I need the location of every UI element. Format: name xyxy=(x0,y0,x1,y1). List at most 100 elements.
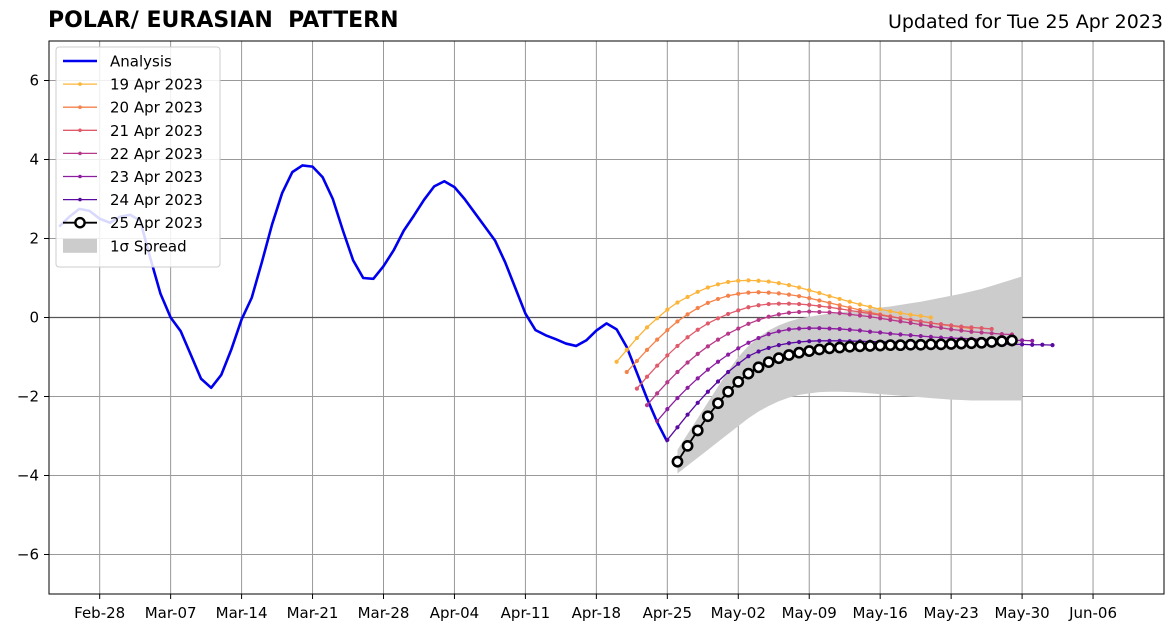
forecast-point xyxy=(827,305,832,310)
forecast-point xyxy=(685,412,690,417)
forecast-point xyxy=(705,389,710,394)
forecast-point xyxy=(817,338,822,343)
x-tick-label: Jun-06 xyxy=(1068,604,1117,622)
forecast-point xyxy=(837,311,842,316)
y-tick-label: −2 xyxy=(17,388,39,406)
forecast-point xyxy=(955,337,968,350)
forecast-point xyxy=(908,320,913,326)
x-tick-label: Apr-18 xyxy=(572,604,622,622)
y-tick-label: 6 xyxy=(29,72,39,90)
forecast-point xyxy=(854,340,866,353)
x-tick-label: Apr-04 xyxy=(430,604,480,622)
forecast-point xyxy=(742,367,755,380)
forecast-point xyxy=(935,338,947,351)
forecast-point xyxy=(726,369,731,375)
forecast-point xyxy=(685,294,690,300)
forecast-point xyxy=(894,339,907,352)
forecast-point xyxy=(938,325,944,330)
forecast-point xyxy=(796,326,802,331)
analysis-line xyxy=(58,164,669,443)
forecast-point xyxy=(756,317,761,322)
forecast-point xyxy=(766,301,771,307)
forecast-point xyxy=(705,300,710,305)
forecast-point xyxy=(675,343,680,349)
legend-label: 21 Apr 2023 xyxy=(110,122,203,140)
forecast-point xyxy=(959,324,964,329)
legend-swatch-marker xyxy=(78,105,82,109)
legend-swatch-marker xyxy=(78,197,82,202)
forecast-point xyxy=(644,374,650,379)
forecast-point xyxy=(874,339,887,352)
legend-box xyxy=(55,46,221,268)
spread-area xyxy=(677,276,1023,474)
forecast-point xyxy=(827,300,832,305)
forecast-point xyxy=(837,306,842,311)
x-tick-label: Apr-25 xyxy=(643,604,693,622)
forecast-point xyxy=(726,293,731,298)
forecast-point xyxy=(685,335,690,340)
legend-swatch-marker xyxy=(74,216,86,229)
forecast-point xyxy=(655,391,660,396)
forecast-point xyxy=(989,326,994,332)
forecast-point xyxy=(979,330,984,335)
forecast-point xyxy=(796,301,802,307)
forecast-point xyxy=(614,359,619,364)
legend-swatch-patch xyxy=(63,238,97,253)
legend-label: 19 Apr 2023 xyxy=(110,76,203,94)
legend: Analysis 19 Apr 2023 20 Apr 2023 21 Apr 202… xyxy=(55,46,221,268)
forecast-point xyxy=(726,311,731,317)
y-tick-label: −6 xyxy=(17,546,39,564)
forecast-point xyxy=(837,303,842,308)
legend-label: 23 Apr 2023 xyxy=(110,168,203,186)
forecast-point xyxy=(715,296,721,302)
forecast-point xyxy=(796,285,802,290)
forecast-point xyxy=(928,324,933,329)
forecast-point xyxy=(715,282,721,287)
forecast-point xyxy=(827,310,832,315)
forecast-point xyxy=(949,323,954,328)
forecast-point xyxy=(776,301,781,306)
legend-label: 24 Apr 2023 xyxy=(110,191,203,209)
forecast-point xyxy=(867,329,873,334)
forecast-point xyxy=(705,367,710,372)
forecast-point xyxy=(898,319,903,324)
forecast-point xyxy=(736,326,741,331)
forecast-point xyxy=(807,302,812,307)
forecast-series xyxy=(614,278,933,364)
forecast-point xyxy=(655,316,660,321)
legend-label: 22 Apr 2023 xyxy=(110,145,203,163)
x-tick-label: Apr-11 xyxy=(501,604,551,622)
forecast-point xyxy=(837,296,842,302)
forecast-point xyxy=(827,294,832,299)
forecast-point xyxy=(644,403,650,408)
x-tick-label: May-16 xyxy=(853,604,908,622)
forecast-point xyxy=(985,336,998,348)
forecast-point xyxy=(715,337,721,342)
forecast-point xyxy=(949,327,954,332)
forecast-point xyxy=(847,299,852,304)
legend-label: 25 Apr 2023 xyxy=(110,214,203,232)
forecast-point xyxy=(766,345,771,351)
forecast-point xyxy=(685,312,690,317)
y-tick-label: −4 xyxy=(17,467,39,485)
forecast-point xyxy=(908,312,913,317)
forecast-point xyxy=(786,301,792,306)
x-tick-label: Mar-14 xyxy=(216,604,268,622)
forecast-point xyxy=(807,288,812,293)
forecast-point xyxy=(776,291,781,296)
forecast-point xyxy=(756,278,761,283)
forecast-point xyxy=(888,317,893,322)
forecast-point xyxy=(624,369,629,375)
forecast-point xyxy=(712,397,724,410)
forecast-point xyxy=(691,424,704,437)
forecast-point xyxy=(807,296,812,301)
forecast-point xyxy=(969,325,974,330)
forecast-point xyxy=(786,292,792,297)
y-tick-label: 4 xyxy=(29,151,39,169)
forecast-point xyxy=(878,307,883,312)
forecast-point xyxy=(1030,338,1035,343)
forecast-point xyxy=(783,349,795,361)
forecast-point xyxy=(914,338,927,351)
legend-label: Analysis xyxy=(110,53,172,71)
